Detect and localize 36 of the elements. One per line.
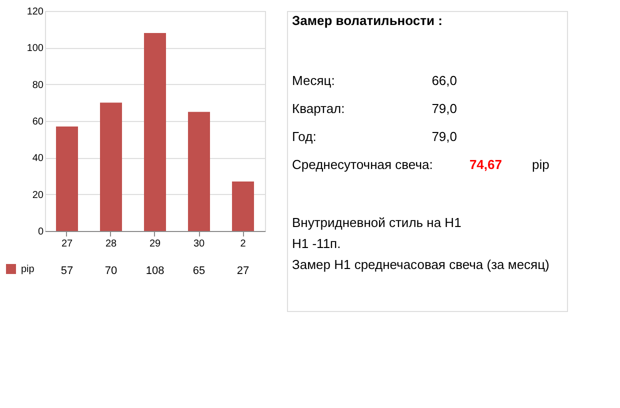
bar — [188, 112, 210, 231]
text: Замер волатильности : — [292, 13, 442, 28]
x-tick-label: 29 — [149, 238, 161, 250]
text: Внутридневной стиль на H1 — [292, 215, 462, 230]
text: 79,0 — [432, 101, 457, 116]
data-label: 70 — [104, 265, 118, 277]
x-tick-label: 30 — [193, 238, 205, 250]
text: Среднесуточная свеча: — [292, 157, 433, 172]
text: Месяц: — [292, 73, 335, 88]
text: 74,67 — [469, 157, 502, 172]
y-tick-label: 60 — [32, 116, 44, 128]
bar — [100, 102, 122, 231]
text: 66,0 — [432, 73, 457, 88]
data-label: 57 — [60, 265, 74, 277]
x-tick-label: 2 — [240, 238, 246, 250]
text: Замер H1 среднечасовая свеча (за месяц) — [292, 257, 550, 272]
data-label: 27 — [236, 265, 250, 277]
bar — [144, 33, 166, 231]
y-tick-label: 120 — [26, 6, 44, 18]
y-tick-label: 100 — [26, 43, 44, 54]
text: pip — [532, 157, 550, 172]
text: 79,0 — [432, 129, 457, 144]
text: H1 -11п. — [292, 236, 341, 251]
text: Год: — [292, 129, 316, 144]
x-tick-label: 28 — [105, 238, 117, 250]
text: Квартал: — [292, 101, 345, 116]
legend-label: pip — [21, 264, 35, 275]
x-tick-label: 27 — [61, 238, 73, 250]
y-tick-label: 80 — [32, 80, 44, 91]
y-tick-label: 20 — [32, 190, 44, 201]
y-tick-label: 40 — [32, 153, 44, 164]
y-tick-label: 0 — [38, 226, 44, 238]
bar — [232, 182, 254, 231]
data-label: 108 — [146, 265, 164, 277]
bar — [56, 126, 78, 231]
data-label: 65 — [192, 265, 206, 277]
